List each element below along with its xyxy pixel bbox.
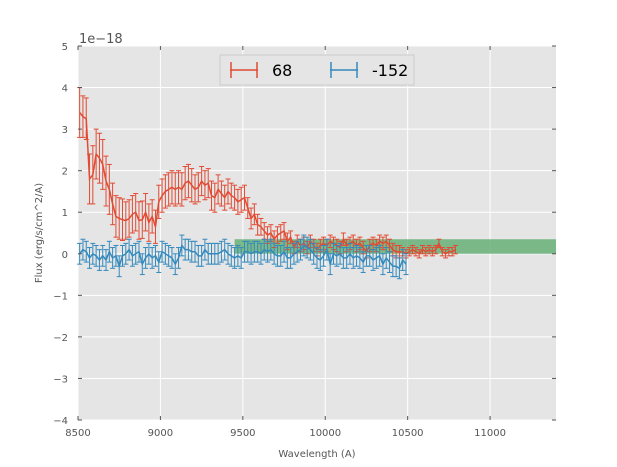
legend-label-0: 68: [272, 61, 292, 80]
x-tick-label: 8500: [65, 428, 90, 439]
y-tick-label: 3: [62, 125, 68, 136]
x-axis-label: Wavelength (A): [278, 449, 355, 460]
x-tick-label: 9000: [148, 428, 173, 439]
x-tick-label: 10500: [392, 428, 424, 439]
y-tick-label: 4: [62, 84, 68, 95]
data-series: [77, 87, 458, 280]
y-tick-label: 2: [62, 167, 68, 178]
plot-background: [78, 46, 556, 420]
x-tick-label: 10000: [309, 428, 341, 439]
y-tick-label: −4: [53, 416, 68, 427]
y-tick-label: −3: [53, 374, 68, 385]
x-axis-ticks: 8500 9000 9500 10000 10500 11000: [65, 46, 506, 439]
y-tick-label: −2: [53, 333, 68, 344]
y-offset-label: 1e−18: [79, 32, 123, 47]
y-axis-label: Flux (erg/s/cm^2/A): [34, 183, 45, 283]
y-tick-label: 1: [62, 208, 68, 219]
x-tick-label: 11000: [474, 428, 506, 439]
series-1: [77, 234, 409, 280]
x-tick-label: 9500: [230, 428, 255, 439]
green-band: [234, 239, 556, 254]
series-line-1: [79, 243, 407, 270]
legend-label-1: -152: [372, 61, 408, 80]
series-0: [77, 87, 458, 259]
y-tick-label: −1: [53, 291, 68, 302]
legend: 68 -152: [219, 54, 415, 86]
y-axis-ticks: −4 −3 −2 −1 0 1 2 3 4 5: [53, 42, 556, 427]
y-tick-label: 5: [62, 42, 68, 53]
series-line-0: [79, 112, 456, 255]
y-tick-label: 0: [62, 250, 68, 261]
